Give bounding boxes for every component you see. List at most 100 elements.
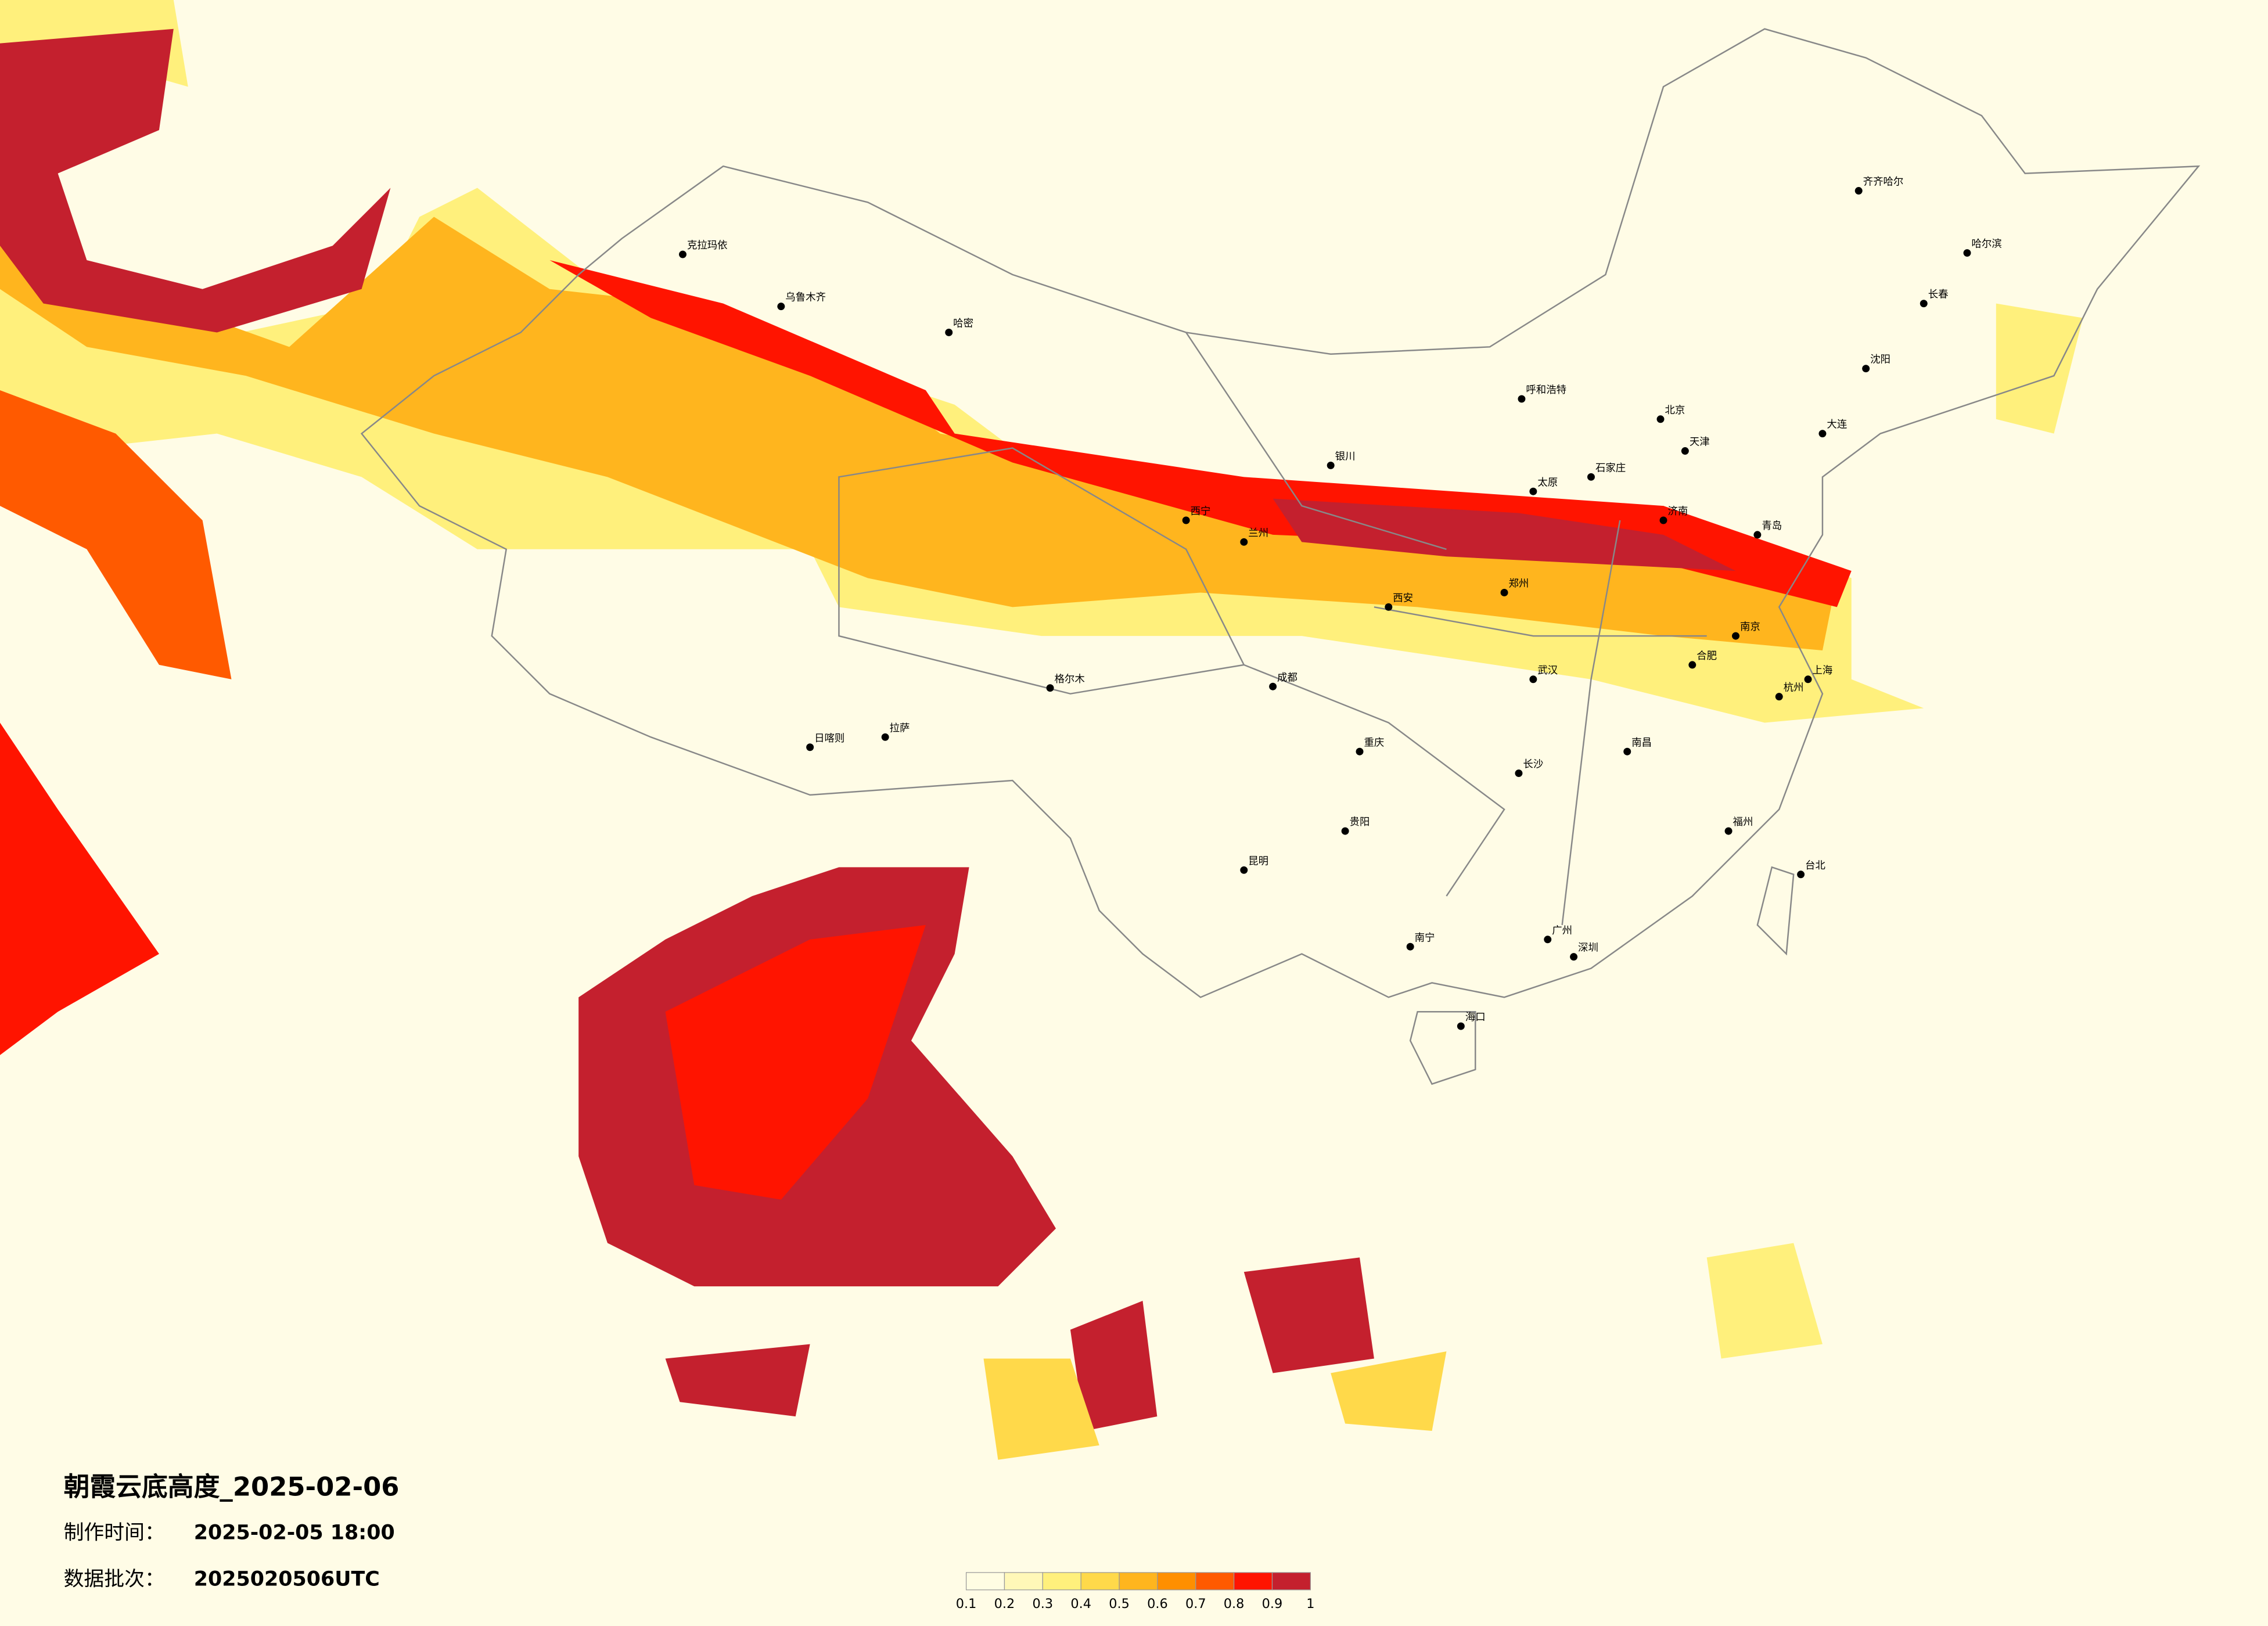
made-value: 2025-02-05 18:00 [194, 1521, 395, 1545]
city-label: 昆明 [1248, 855, 1268, 867]
cloud-area [665, 1257, 1374, 1431]
city-label: 青岛 [1762, 520, 1782, 532]
city-dot [1341, 827, 1349, 835]
city-dot [1269, 682, 1277, 690]
city-dot [1406, 942, 1414, 951]
city-dot [1500, 588, 1508, 596]
city-label: 西宁 [1191, 506, 1211, 517]
cloud-field [0, 0, 2083, 1460]
colorbar-tick-label: 0.5 [1109, 1596, 1130, 1611]
city-label: 哈密 [953, 318, 973, 330]
city-label: 石家庄 [1595, 462, 1626, 474]
city-dot [945, 328, 953, 336]
city-dot [1963, 249, 1971, 257]
city-dot [1182, 516, 1190, 524]
city-dot [1775, 693, 1783, 701]
city-dot [1240, 866, 1248, 874]
colorbar-tick-label: 0.4 [1070, 1596, 1091, 1611]
province-boundary [838, 332, 1707, 926]
colorbar-tick-label: 0.6 [1147, 1596, 1168, 1611]
made-label: 制作时间： [64, 1521, 165, 1545]
colorbar: 0.1 0.2 0.3 0.4 0.5 0.6 0.7 0.8 0.9 1 [956, 1572, 1314, 1611]
city-dot [1753, 531, 1762, 539]
city-label: 南昌 [1631, 737, 1652, 749]
city-label: 杭州 [1784, 682, 1804, 694]
city-dot [1681, 447, 1689, 455]
city-dot [1920, 300, 1928, 308]
cloud-area [665, 924, 926, 1200]
city-dot [1240, 538, 1248, 546]
city-label: 台北 [1805, 860, 1825, 872]
city-dot [1515, 769, 1523, 778]
city-dot [1570, 953, 1578, 961]
city-label: 北京 [1665, 405, 1685, 416]
cloud-area [983, 1351, 1447, 1460]
colorbar-tick-label: 0.8 [1224, 1596, 1245, 1611]
city-label: 兰州 [1248, 527, 1268, 539]
colorbar-tick-label: 0.2 [994, 1596, 1015, 1611]
colorbar-cell [1195, 1572, 1235, 1591]
city-dot [881, 733, 889, 741]
city-label: 武汉 [1537, 665, 1558, 677]
city-label: 南京 [1740, 621, 1760, 633]
city-dot [777, 303, 785, 311]
city-label: 成都 [1277, 672, 1297, 684]
city-label: 济南 [1667, 506, 1688, 517]
city-label: 福州 [1733, 816, 1753, 828]
island-outline [1409, 866, 1795, 1085]
city-dot [1327, 461, 1335, 469]
city-dot [1688, 661, 1696, 669]
city-label: 重庆 [1364, 737, 1384, 749]
cloud-area [1706, 303, 2083, 1359]
city-dot [1797, 870, 1805, 879]
colorbar-cell [1080, 1572, 1120, 1591]
city-dot [1529, 487, 1537, 495]
cloud-area [0, 390, 232, 679]
city-label: 上海 [1813, 665, 1833, 677]
city-label: 太原 [1537, 477, 1558, 488]
city-dot [1529, 675, 1537, 684]
city-dot [806, 743, 814, 751]
city-label: 长春 [1928, 289, 1949, 301]
city-label: 西安 [1393, 592, 1413, 604]
city-label: 乌鲁木齐 [785, 292, 826, 304]
cloud-area [0, 28, 391, 333]
cloud-area [1273, 498, 1736, 571]
city-label: 深圳 [1578, 942, 1598, 954]
city-label: 拉萨 [890, 722, 910, 734]
city-dot [1385, 603, 1393, 611]
city-dot [1587, 473, 1595, 481]
city-label: 南宁 [1415, 932, 1435, 944]
city-label: 贵阳 [1350, 816, 1370, 828]
city-dot [1518, 395, 1526, 403]
city-label: 沈阳 [1870, 354, 1890, 366]
colorbar-cell [1004, 1572, 1043, 1591]
city-dot [1804, 675, 1812, 684]
city-label: 广州 [1552, 925, 1572, 937]
colorbar-cell [1119, 1572, 1158, 1591]
batch-value: 2025020506UTC [194, 1567, 380, 1591]
city-dot [1623, 747, 1631, 756]
city-label: 齐齐哈尔 [1863, 177, 1904, 188]
city-dot [1544, 936, 1552, 944]
city-dot [1656, 415, 1665, 423]
colorbar-tick-label: 1 [1306, 1596, 1314, 1611]
batch-label: 数据批次： [64, 1567, 165, 1591]
city-dot [1457, 1022, 1465, 1030]
colorbar-tick-label: 0.7 [1185, 1596, 1206, 1611]
city-label: 大连 [1827, 419, 1847, 431]
city-dot [1046, 684, 1054, 692]
colorbar-cell [1157, 1572, 1196, 1591]
city-dot [1862, 365, 1870, 373]
colorbar-cell [965, 1572, 1005, 1591]
city-dot [1659, 516, 1667, 524]
city-label: 哈尔滨 [1971, 239, 2001, 250]
colorbar-cell [1233, 1572, 1273, 1591]
city-label: 长沙 [1523, 759, 1543, 771]
city-dot [1854, 187, 1863, 195]
city-label: 海口 [1465, 1012, 1486, 1023]
city-label: 合肥 [1696, 650, 1717, 662]
colorbar-cell [1271, 1572, 1311, 1591]
boundaries [360, 28, 2201, 1085]
